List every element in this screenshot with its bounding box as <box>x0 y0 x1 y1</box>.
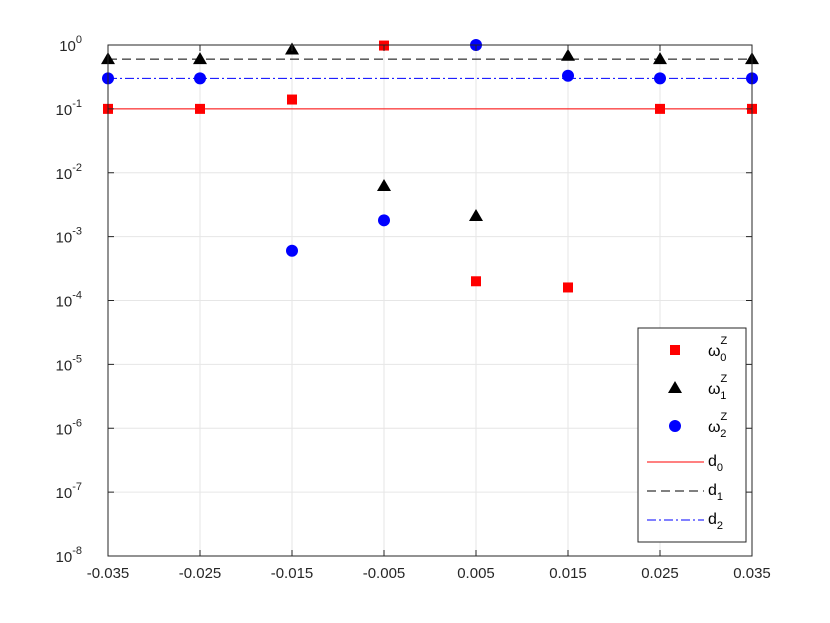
data-point-ω0Z <box>655 103 665 114</box>
y-tick-label: 10-7 <box>56 481 82 502</box>
legend-label: d1 <box>708 482 723 503</box>
legend-box <box>637 327 747 543</box>
y-tick-label: 10-6 <box>56 417 82 438</box>
y-tick-label: 10-4 <box>56 290 82 311</box>
data-point-ω0Z <box>471 276 481 287</box>
x-tick-label: -0.035 <box>87 565 130 582</box>
data-point-ω1Z <box>653 52 667 65</box>
x-tick-label: 0.005 <box>457 565 495 582</box>
legend-marker-ω1Z <box>668 381 682 393</box>
x-tick-label: -0.025 <box>179 565 222 582</box>
data-point-ω0Z <box>287 94 297 105</box>
x-tick-label: 0.025 <box>641 565 679 582</box>
data-point-ω1Z <box>377 179 391 192</box>
data-point-ω2Z <box>378 214 390 227</box>
data-point-ω2Z <box>194 72 206 85</box>
reference-lines <box>108 58 752 110</box>
data-point-ω2Z <box>654 72 666 85</box>
x-tick-label: 0.035 <box>733 565 771 582</box>
legend-label: d2 <box>708 511 723 532</box>
legend: ωZ 0 ωZ 1 ωZ 2 d0 d1 d2 <box>637 327 747 543</box>
legend-label: ωZ 1 <box>708 373 728 402</box>
data-point-ω1Z <box>193 52 207 65</box>
legend-label: ωZ 0 <box>708 335 728 364</box>
data-point-ω2Z <box>286 244 298 257</box>
y-tick-label: 100 <box>59 34 82 55</box>
legend-entry: d1 <box>647 482 723 503</box>
y-tick-label: 10-8 <box>56 545 82 566</box>
x-axis-ticks: -0.035 -0.025 -0.015 -0.005 0.005 0.015 0.025 0… <box>87 45 771 582</box>
legend-marker-ω2Z <box>669 420 681 432</box>
data-point-ω2Z <box>562 69 574 82</box>
y-tick-label: 10-1 <box>56 98 82 119</box>
data-point-ω1Z <box>561 48 575 61</box>
legend-entry: d2 <box>647 511 723 532</box>
legend-entry: ωZ 0 <box>670 335 728 364</box>
legend-entry: ωZ 1 <box>668 373 728 402</box>
legend-entry: ωZ 2 <box>669 411 728 440</box>
legend-label: ωZ 2 <box>708 411 728 440</box>
y-tick-label: 10-3 <box>56 226 82 247</box>
data-point-ω0Z <box>563 282 573 293</box>
legend-entry: d0 <box>647 453 723 474</box>
y-tick-label: 10-2 <box>56 162 82 183</box>
y-tick-label: 10-5 <box>56 353 82 374</box>
x-tick-label: -0.005 <box>363 565 406 582</box>
legend-label: d0 <box>708 453 723 474</box>
legend-marker-ω0Z <box>670 345 680 355</box>
x-tick-label: 0.015 <box>549 565 587 582</box>
y-axis-ticks: 10-8 10-7 10-6 10-5 10-4 10-3 10-2 10-1 100 <box>56 34 752 566</box>
data-point-ω1Z <box>469 209 483 222</box>
data-point-ω0Z <box>195 103 205 114</box>
x-tick-label: -0.015 <box>271 565 314 582</box>
